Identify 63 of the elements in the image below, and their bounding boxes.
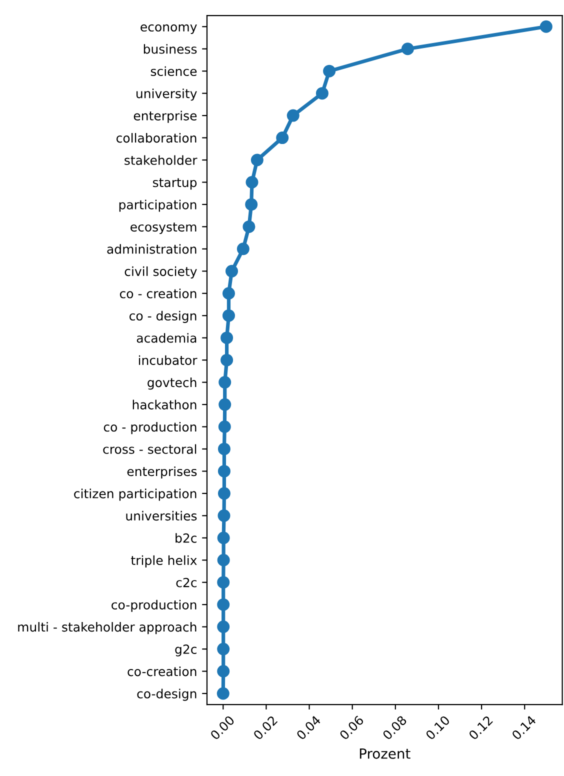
y-tick-label: co-creation bbox=[128, 666, 196, 676]
point bbox=[217, 665, 230, 678]
point bbox=[217, 554, 230, 566]
point bbox=[286, 109, 300, 122]
y-tick-label: co - production bbox=[104, 422, 196, 434]
y-tick-label: collaboration bbox=[116, 133, 196, 143]
y-tick-label: b2c bbox=[176, 533, 196, 543]
point bbox=[242, 220, 256, 233]
y-tick-label: hackathon bbox=[132, 400, 196, 410]
y-tick-label: co - creation bbox=[120, 288, 196, 298]
point bbox=[220, 354, 234, 366]
point bbox=[217, 620, 230, 634]
point bbox=[218, 487, 230, 500]
y-tick-label: participation bbox=[119, 200, 196, 212]
point bbox=[246, 176, 258, 188]
point bbox=[222, 309, 235, 322]
point bbox=[250, 154, 264, 166]
point bbox=[218, 376, 232, 389]
y-tick-label: business bbox=[144, 44, 197, 54]
point bbox=[218, 464, 230, 478]
point bbox=[218, 509, 230, 522]
point bbox=[226, 264, 238, 278]
y-tick-label: economy bbox=[140, 24, 197, 34]
y-tick-label: civil society bbox=[124, 266, 197, 278]
y-tick-label: govtech bbox=[148, 378, 196, 390]
point bbox=[217, 598, 230, 611]
point bbox=[316, 87, 328, 100]
y-tick-label: incubator bbox=[138, 355, 198, 365]
point bbox=[222, 287, 235, 300]
point bbox=[218, 398, 232, 411]
y-tick-label: universities bbox=[126, 510, 197, 521]
point bbox=[216, 687, 230, 700]
point bbox=[401, 42, 414, 56]
y-tick-label: co-design bbox=[137, 688, 196, 701]
y-tick-label: stakeholder bbox=[124, 155, 198, 165]
y-tick-label: science bbox=[150, 66, 197, 76]
point bbox=[540, 20, 552, 33]
y-tick-label: co - design bbox=[130, 310, 196, 323]
point bbox=[220, 332, 234, 344]
x-axis-title: Prozent bbox=[360, 748, 410, 759]
y-tick-label: ecosystem bbox=[130, 222, 196, 234]
point bbox=[276, 132, 289, 144]
point bbox=[323, 64, 336, 78]
point bbox=[236, 242, 250, 256]
point bbox=[217, 642, 230, 656]
y-tick-label: university bbox=[136, 88, 197, 101]
y-tick-label: enterprise bbox=[134, 110, 197, 123]
point bbox=[217, 532, 230, 544]
y-tick-label: triple helix bbox=[131, 555, 197, 568]
y-tick-label: co-production bbox=[112, 600, 196, 612]
y-tick-label: enterprises bbox=[127, 466, 197, 479]
y-tick-label: cross - sectoral bbox=[103, 444, 196, 454]
y-tick-label: administration bbox=[107, 244, 196, 254]
y-tick-label: citizen participation bbox=[74, 488, 196, 501]
y-tick-label: g2c bbox=[175, 644, 196, 656]
y-tick-label: academia bbox=[136, 333, 196, 343]
y-tick-label: c2c bbox=[176, 578, 196, 588]
y-tick-label: startup bbox=[152, 178, 197, 190]
point bbox=[217, 576, 230, 589]
point bbox=[218, 420, 231, 433]
y-tick-label: multi - stakeholder approach bbox=[18, 622, 196, 634]
point bbox=[245, 198, 258, 211]
point bbox=[218, 442, 230, 456]
